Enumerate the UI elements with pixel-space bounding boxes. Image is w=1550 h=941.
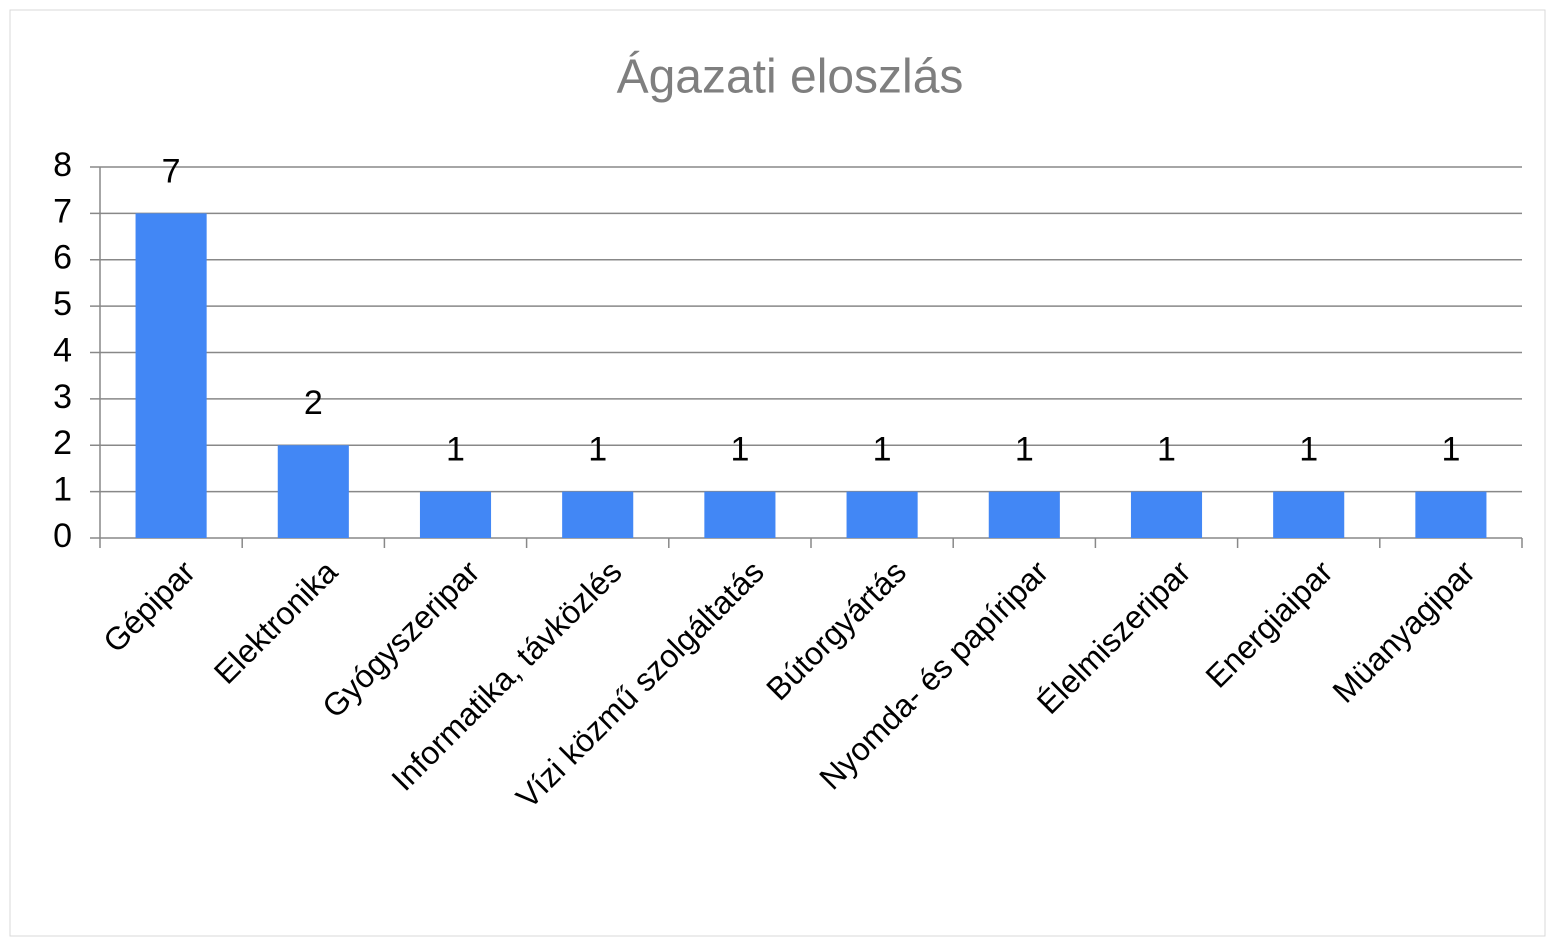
y-tick-label: 2 [53,424,72,462]
y-tick-label: 8 [53,146,72,184]
data-label: 1 [588,431,607,469]
bar [988,491,1060,538]
bar [1130,491,1203,538]
data-label: 1 [1157,431,1176,469]
bar [1415,491,1487,538]
data-label: 1 [873,431,892,469]
data-label: 1 [1441,431,1460,469]
data-label: 2 [304,384,323,422]
y-tick-label: 0 [53,517,72,555]
data-label: 1 [446,431,465,469]
y-tick-label: 1 [53,471,72,509]
bar [846,491,918,538]
chart-border [9,9,1546,937]
chart-title: Ágazati eloszlás [617,51,964,104]
data-label: 1 [1299,431,1318,469]
data-label: 1 [1015,431,1034,469]
bar [135,213,207,538]
data-label: 7 [162,152,181,190]
y-tick-label: 6 [53,239,72,277]
bar [419,491,492,538]
bar [1273,491,1345,538]
y-tick-label: 7 [53,192,72,230]
y-tick-label: 3 [53,378,72,416]
data-label: 1 [730,431,749,469]
bar [562,491,634,538]
y-tick-label: 4 [53,331,72,369]
y-tick-label: 5 [53,285,72,323]
bar [277,445,349,538]
bar [704,491,776,538]
